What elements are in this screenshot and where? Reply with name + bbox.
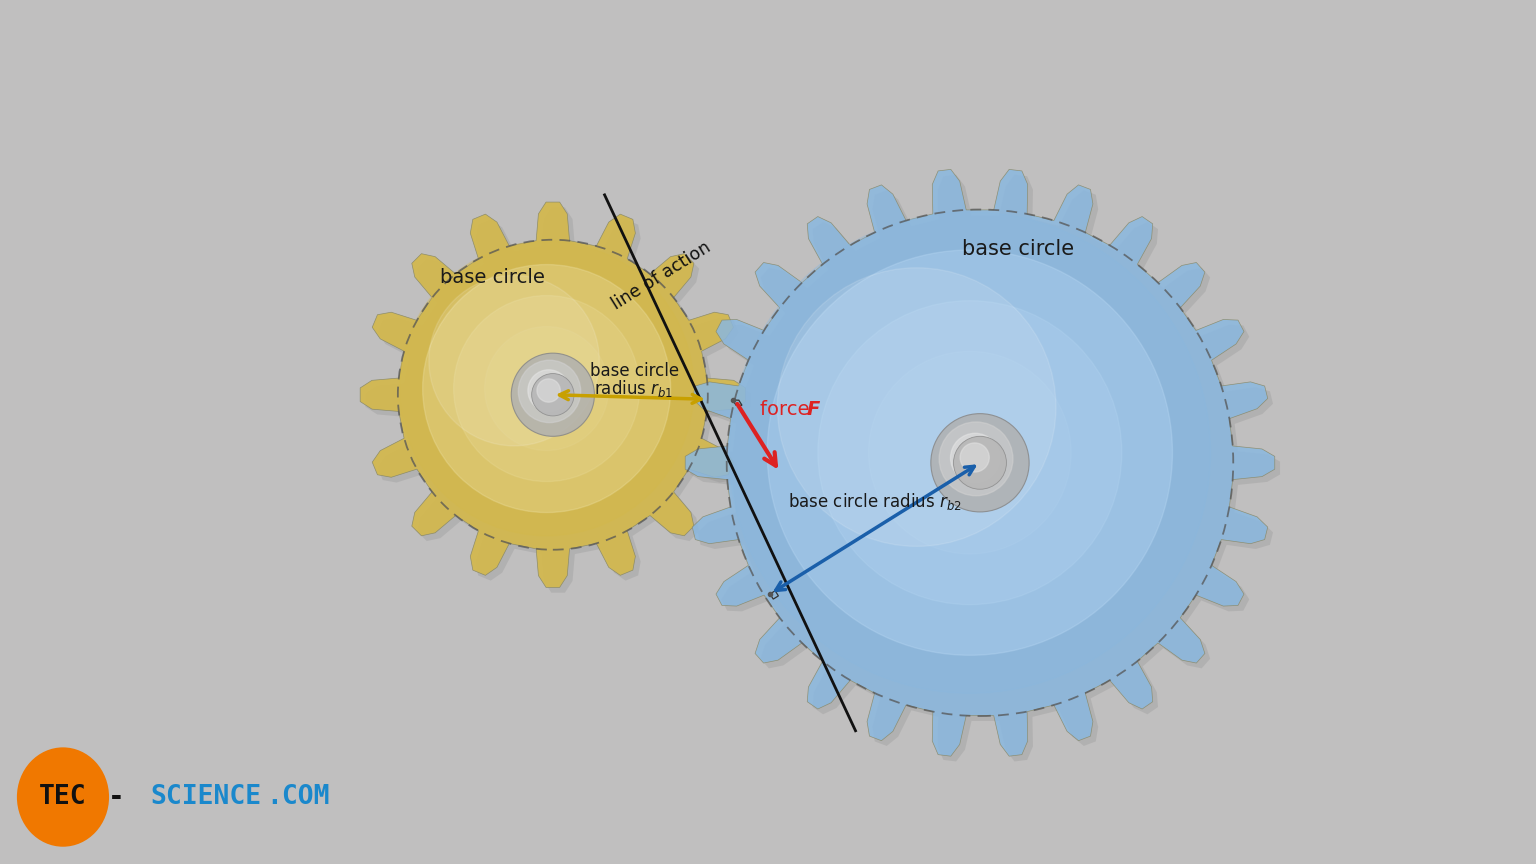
Circle shape: [931, 414, 1029, 511]
Polygon shape: [691, 175, 1279, 761]
Text: base circle radius $r_{b2}$: base circle radius $r_{b2}$: [788, 492, 962, 512]
Text: base circle: base circle: [962, 239, 1074, 259]
Circle shape: [938, 422, 1012, 496]
Circle shape: [422, 264, 671, 512]
Circle shape: [453, 295, 639, 481]
Text: -: -: [109, 783, 124, 811]
Circle shape: [518, 360, 581, 422]
Circle shape: [485, 327, 608, 450]
Circle shape: [730, 212, 1210, 693]
Text: .COM: .COM: [266, 784, 330, 810]
Circle shape: [531, 373, 574, 416]
Text: line of action: line of action: [608, 238, 714, 314]
Text: SCIENCE: SCIENCE: [151, 784, 261, 810]
Circle shape: [528, 370, 570, 411]
Circle shape: [429, 276, 599, 446]
Circle shape: [538, 378, 561, 402]
Circle shape: [951, 433, 1000, 482]
Circle shape: [817, 301, 1121, 605]
Text: TEC: TEC: [38, 784, 88, 810]
Circle shape: [399, 241, 694, 536]
Circle shape: [954, 436, 1006, 489]
Circle shape: [768, 250, 1172, 655]
Ellipse shape: [17, 747, 109, 847]
Text: force: force: [760, 400, 816, 419]
Polygon shape: [366, 207, 751, 593]
Polygon shape: [359, 202, 745, 588]
Circle shape: [868, 352, 1071, 554]
Text: base circle: base circle: [590, 362, 679, 380]
Circle shape: [511, 353, 594, 436]
Text: F: F: [806, 400, 820, 419]
Polygon shape: [685, 169, 1275, 756]
Circle shape: [777, 268, 1055, 546]
Circle shape: [960, 443, 989, 472]
Text: base circle: base circle: [439, 268, 545, 287]
Text: radius $r_{b1}$: radius $r_{b1}$: [594, 378, 674, 399]
